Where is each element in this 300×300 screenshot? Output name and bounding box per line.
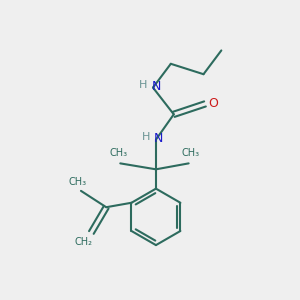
Text: CH₃: CH₃ [110,148,128,158]
Text: H: H [139,80,148,90]
Text: CH₃: CH₃ [69,177,87,187]
Text: O: O [208,98,218,110]
Text: N: N [154,132,164,145]
Text: H: H [142,132,151,142]
Text: CH₃: CH₃ [181,148,199,158]
Text: CH₂: CH₂ [75,237,93,247]
Text: N: N [151,80,160,93]
